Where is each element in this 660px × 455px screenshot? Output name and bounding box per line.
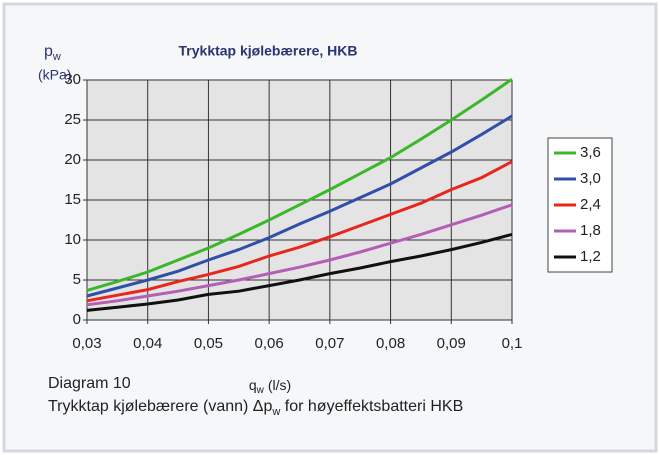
y-tick-label: 30	[64, 71, 81, 88]
line	[86, 114, 513, 298]
x-tick-label: 0,06	[255, 335, 284, 352]
legend-label: 3,0	[580, 170, 601, 187]
line	[86, 160, 513, 303]
x-tick-label: 0,09	[437, 335, 466, 352]
caption-text: Trykktap kjølebærere (vann) Δpw for høye…	[48, 398, 463, 418]
x-label: qw (l/s)	[249, 377, 291, 396]
legend-label: 1,8	[580, 222, 601, 239]
x-tick-label: 0,08	[376, 335, 405, 352]
x-tick-label: 0,03	[72, 335, 101, 352]
line	[86, 77, 513, 292]
chart-title: Trykktap kjølebærere, HKB	[179, 43, 358, 59]
y-tick-label: 10	[64, 231, 81, 248]
x-tick-label: 0,05	[194, 335, 223, 352]
y-label: pw	[44, 43, 61, 63]
y-tick-label: 5	[73, 271, 81, 288]
y-tick-label: 0	[73, 311, 81, 328]
x-tick-label: 0,1	[502, 335, 523, 352]
y-tick-label: 20	[64, 151, 81, 168]
legend-label: 2,4	[580, 196, 601, 213]
y-tick-label: 15	[64, 191, 81, 208]
x-tick-label: 0,04	[133, 335, 162, 352]
legend-label: 3,6	[580, 144, 601, 161]
line	[86, 203, 513, 307]
caption-number: Diagram 10	[48, 375, 131, 392]
y-unit: (kPa)	[38, 67, 71, 83]
x-tick-label: 0,07	[315, 335, 344, 352]
line	[86, 232, 513, 312]
y-tick-label: 25	[64, 111, 81, 128]
legend-label: 1,2	[580, 248, 601, 265]
